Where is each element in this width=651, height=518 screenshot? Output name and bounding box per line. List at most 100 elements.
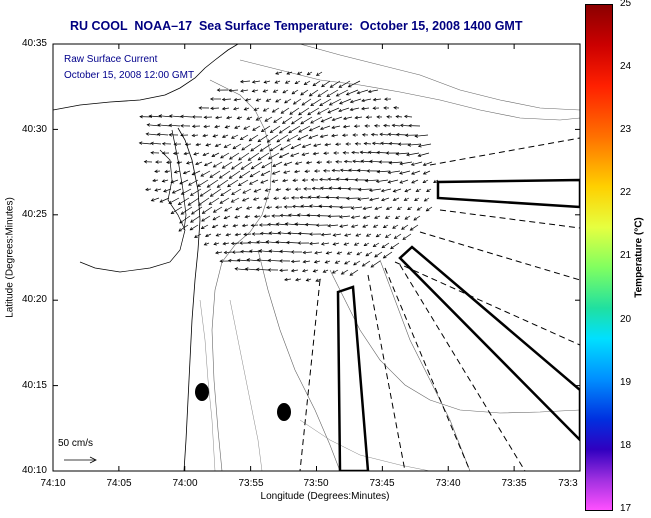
current-vector	[309, 89, 319, 97]
current-vector	[301, 98, 312, 106]
current-vector	[222, 134, 229, 138]
current-vector	[392, 224, 399, 229]
current-vector-head	[198, 106, 202, 110]
current-vector-head	[328, 186, 333, 190]
current-vector-head	[184, 142, 189, 147]
current-vector	[195, 161, 203, 165]
current-vector-head	[199, 193, 204, 197]
current-vector-head	[222, 241, 227, 246]
current-vector-head	[203, 115, 208, 120]
current-vector-head	[197, 183, 201, 187]
current-vector-head	[319, 134, 324, 139]
current-vector-head	[325, 195, 330, 199]
current-vector	[254, 215, 261, 218]
current-vector	[404, 197, 410, 201]
current-vector-head	[148, 114, 153, 118]
current-vector-head	[283, 162, 288, 166]
current-vector-head	[219, 200, 224, 204]
current-vector	[257, 206, 263, 209]
current-vector	[269, 250, 283, 253]
current-vector-head	[222, 224, 227, 228]
current-vector-head	[273, 119, 277, 123]
current-vector-head	[180, 211, 185, 215]
current-vector-head	[200, 173, 204, 177]
current-vector-head	[275, 205, 279, 209]
current-vector	[357, 197, 370, 200]
current-vector-head	[344, 261, 348, 265]
current-vector-head	[319, 186, 324, 190]
current-vector	[365, 251, 373, 257]
current-vector	[422, 179, 429, 184]
current-vector-head	[232, 107, 237, 111]
current-vector	[204, 161, 213, 166]
current-vector	[237, 116, 243, 119]
current-vector-head	[250, 166, 255, 170]
current-vector	[229, 89, 239, 92]
current-vector-head	[261, 165, 265, 169]
current-vector	[261, 170, 271, 176]
current-vector-head	[263, 80, 268, 84]
current-vector-head	[295, 277, 299, 282]
current-vector-head	[215, 115, 219, 120]
current-vector	[292, 206, 303, 208]
current-vector-head	[201, 210, 206, 214]
current-vector	[243, 233, 252, 235]
current-vector-head	[433, 179, 437, 183]
current-vector	[240, 134, 249, 140]
current-vector-head	[291, 90, 296, 95]
current-vector	[343, 125, 351, 128]
current-vector	[211, 152, 220, 157]
current-vector-head	[345, 142, 349, 146]
current-vector	[282, 89, 289, 94]
current-vector	[231, 197, 240, 203]
current-vector-head	[425, 208, 430, 212]
current-vector	[413, 215, 421, 221]
current-vector-head	[212, 209, 217, 213]
current-vector	[241, 143, 252, 151]
current-vector-head	[393, 106, 397, 110]
current-vector	[166, 161, 173, 163]
current-vector-head	[191, 115, 196, 119]
current-vector	[417, 206, 423, 211]
current-vector	[196, 143, 202, 146]
current-vector-head	[243, 107, 248, 111]
current-vector-head	[349, 107, 354, 112]
current-vector	[291, 116, 303, 125]
current-vector	[327, 224, 339, 227]
current-vector-head	[335, 142, 339, 146]
current-vector	[190, 188, 202, 196]
current-vector-head	[264, 188, 269, 192]
current-vector	[289, 107, 300, 115]
current-vector-head	[422, 180, 427, 184]
current-vector-head	[228, 88, 233, 93]
current-vector-head	[201, 218, 205, 222]
current-vector	[216, 233, 222, 237]
current-vector-head	[234, 215, 238, 219]
colorbar-tick: 19	[620, 377, 632, 388]
current-vector	[245, 268, 259, 271]
current-vector	[178, 224, 189, 232]
current-vector-head	[399, 180, 404, 184]
current-vector-head	[290, 250, 295, 254]
current-vector-head	[255, 98, 260, 102]
current-vector	[373, 242, 380, 247]
current-vector	[386, 206, 393, 210]
current-vector-head	[214, 124, 218, 129]
current-vector-head	[372, 97, 377, 102]
current-vector-head	[237, 182, 242, 186]
current-vector	[249, 179, 259, 185]
current-vector-head	[316, 195, 320, 199]
current-vector	[173, 152, 180, 154]
current-vector	[269, 232, 282, 235]
current-vector	[192, 134, 199, 137]
bathymetry-contour	[379, 259, 471, 471]
current-vector	[222, 98, 232, 100]
current-vector	[394, 233, 402, 239]
current-vector-head	[239, 79, 244, 84]
current-vector-head	[308, 135, 313, 140]
current-vector	[267, 134, 279, 143]
current-vector-head	[370, 132, 375, 137]
current-vector	[273, 116, 283, 123]
current-vector	[313, 143, 322, 147]
